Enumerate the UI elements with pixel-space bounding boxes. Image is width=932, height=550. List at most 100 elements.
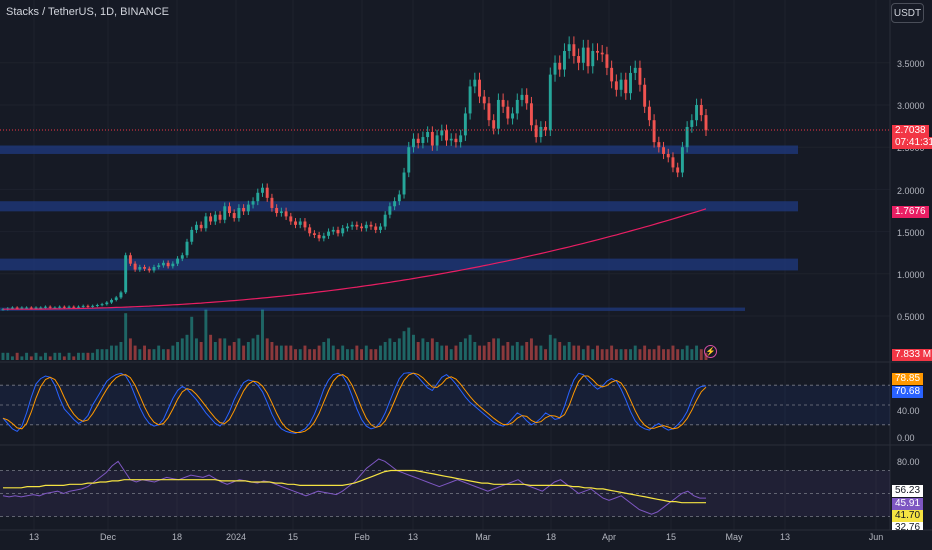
- candle: [572, 44, 576, 57]
- volume-bar: [515, 342, 519, 360]
- candle: [680, 147, 684, 173]
- candle: [478, 79, 481, 97]
- volume-bar: [242, 345, 246, 360]
- volume-bar: [251, 338, 255, 360]
- volume-bar: [699, 349, 703, 360]
- price-tick: 1.0000: [897, 270, 925, 280]
- volume-bar: [180, 338, 184, 360]
- candle: [506, 106, 510, 119]
- stoch-k-tag: 78.85: [892, 373, 924, 385]
- quote-currency-button[interactable]: USDT: [891, 3, 924, 23]
- candle: [529, 103, 533, 126]
- volume-bar: [157, 345, 161, 360]
- volume-bar: [581, 349, 585, 360]
- volume-bar: [383, 342, 387, 360]
- candle: [180, 255, 184, 259]
- candle: [633, 67, 637, 73]
- candle: [322, 235, 326, 239]
- volume-bar: [105, 349, 109, 360]
- stoch-d-line: [2, 372, 707, 433]
- volume-bar: [62, 356, 66, 360]
- candle: [378, 226, 382, 230]
- candle: [308, 227, 312, 234]
- volume-bar: [199, 342, 203, 360]
- volume-bar: [596, 345, 599, 360]
- volume-bar: [355, 345, 359, 360]
- volume-bar: [284, 345, 288, 360]
- volume-bar: [421, 338, 425, 360]
- volume-bar: [511, 345, 515, 360]
- candle: [77, 306, 80, 308]
- candle: [213, 214, 217, 222]
- volume-bar: [213, 342, 217, 360]
- candle: [360, 226, 364, 229]
- volume-bar: [161, 349, 165, 360]
- rsi-ma-line: [3, 469, 706, 504]
- volume-bar: [223, 338, 227, 360]
- candle: [647, 106, 651, 121]
- price-tick: 3.5000: [897, 59, 925, 69]
- lightning-icon[interactable]: ⚡: [704, 345, 717, 358]
- volume-bar: [270, 342, 274, 360]
- volume-bar: [487, 342, 491, 360]
- volume-bar: [378, 345, 382, 360]
- candle: [336, 229, 340, 234]
- candle: [463, 113, 467, 136]
- volume-bar: [393, 342, 397, 360]
- candle: [440, 130, 444, 136]
- volume-bar: [308, 349, 312, 360]
- volume-bar: [58, 352, 62, 360]
- volume-bar: [426, 342, 430, 360]
- candle: [161, 262, 165, 266]
- volume-bar: [279, 345, 283, 360]
- volume-bar: [619, 349, 623, 360]
- volume-bar: [492, 338, 496, 360]
- volume-bar: [237, 338, 241, 360]
- rsi-ma-tag: 45.91: [892, 498, 924, 510]
- volume-bar: [261, 309, 264, 360]
- candle: [657, 142, 661, 148]
- volume-bar: [454, 345, 458, 360]
- time-axis-label: 18: [545, 532, 557, 542]
- candle: [289, 216, 293, 222]
- ma-value-tag: 1.7676: [892, 206, 929, 218]
- volume-bar: [501, 345, 505, 360]
- time-axis-label: 15: [287, 532, 299, 542]
- candle: [596, 50, 599, 53]
- candle: [124, 255, 128, 293]
- volume-bar: [416, 342, 420, 360]
- candle: [435, 135, 439, 146]
- candle: [275, 207, 279, 214]
- support-zone: [0, 258, 798, 271]
- candle: [586, 47, 590, 67]
- volume-bar: [534, 345, 538, 360]
- volume-bar: [143, 345, 147, 360]
- price-tick: 3.0000: [897, 101, 925, 111]
- volume-bar: [15, 352, 19, 360]
- volume-bar: [412, 334, 415, 360]
- candle: [53, 307, 57, 309]
- candle: [72, 306, 76, 308]
- volume-bar: [402, 331, 406, 360]
- candle: [261, 187, 264, 193]
- candle: [303, 221, 307, 228]
- symbol-header[interactable]: Stacks / TetherUS, 1D, BINANCE: [6, 6, 170, 18]
- candle: [652, 120, 656, 143]
- volume-bar: [449, 349, 453, 360]
- candle: [482, 96, 486, 104]
- volume-bar: [232, 342, 236, 360]
- volume-bar: [657, 345, 661, 360]
- candle: [265, 187, 269, 198]
- time-axis-label: Apr: [601, 532, 617, 542]
- volume-bar: [331, 345, 335, 360]
- stoch-k-line: [2, 372, 707, 434]
- volume-bar: [695, 345, 699, 360]
- volume-bar: [34, 352, 38, 360]
- candle: [157, 265, 161, 268]
- volume-bar: [124, 313, 128, 360]
- candle: [327, 231, 331, 236]
- candle: [581, 47, 585, 63]
- candle: [473, 79, 477, 87]
- volume-bar: [176, 342, 180, 360]
